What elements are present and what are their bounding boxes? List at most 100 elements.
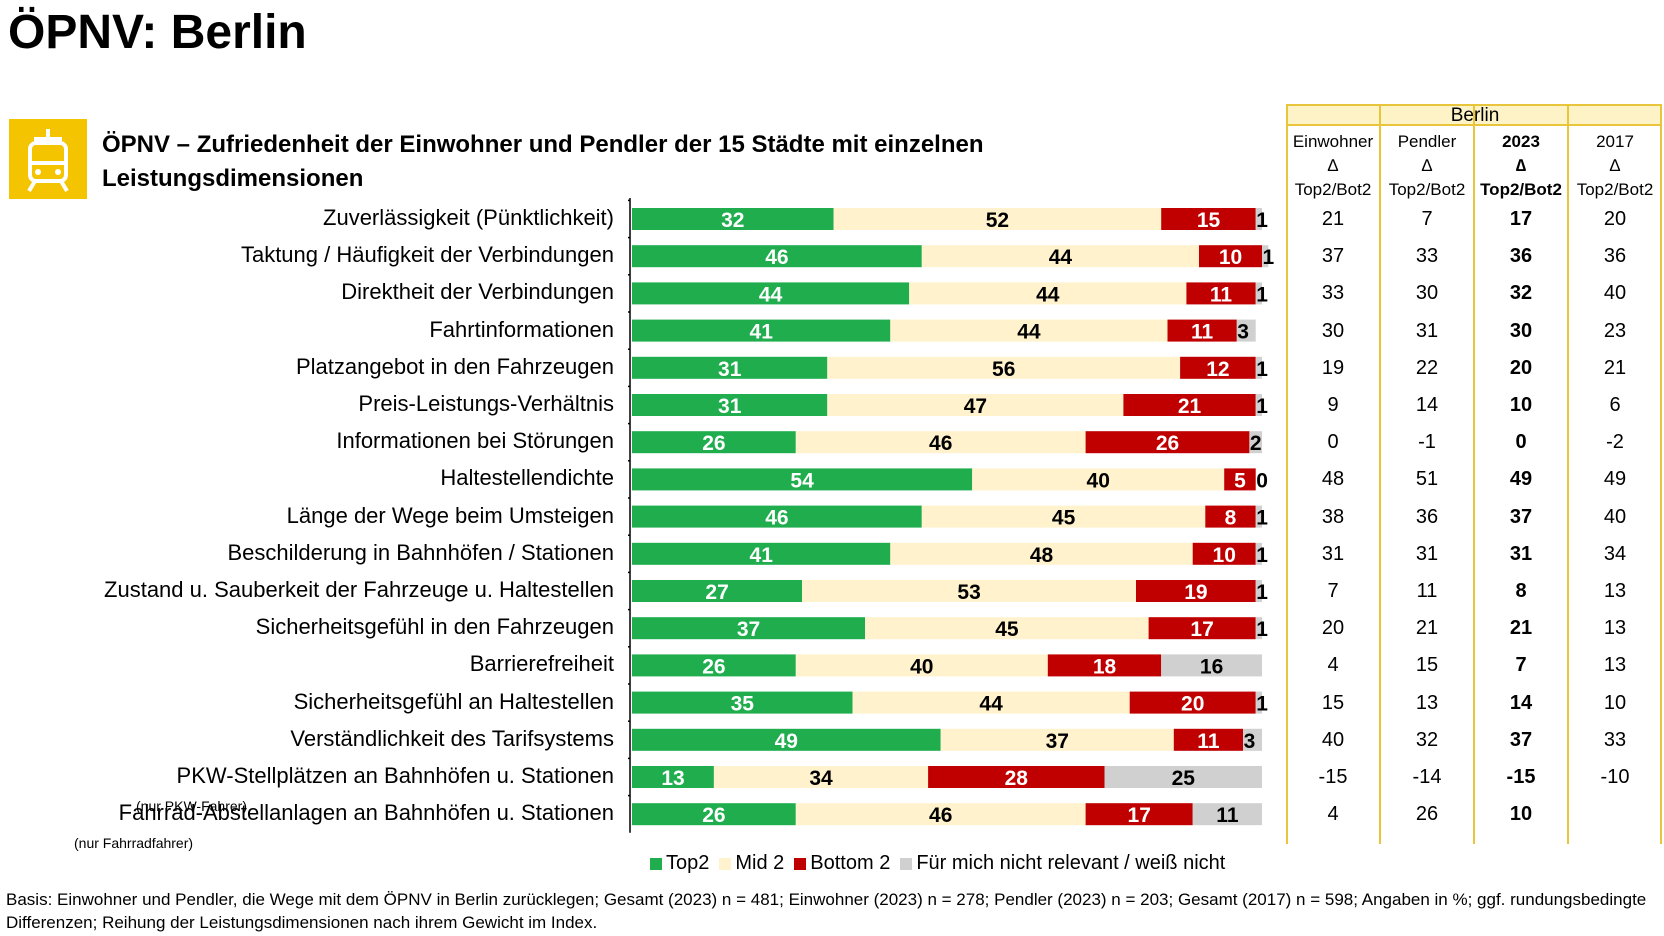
bar-value-label: 13 <box>661 767 684 790</box>
table-cell: 4 <box>1327 803 1339 826</box>
bar-value-label: 17 <box>1190 618 1213 641</box>
legend-swatch <box>650 857 662 870</box>
table-cell: 19 <box>1321 356 1345 379</box>
table-cell: 33 <box>1415 245 1439 268</box>
bar-value-label: 0 <box>1256 469 1268 492</box>
table-cell: 23 <box>1603 319 1627 342</box>
bar-value-label: 3 <box>1244 730 1256 753</box>
bar-segment-top2 <box>632 245 922 268</box>
bar-value-label: 18 <box>1093 655 1117 678</box>
table-cell: 48 <box>1321 468 1345 491</box>
bar-value-label: 1 <box>1256 395 1268 418</box>
table-cell: 17 <box>1509 208 1533 230</box>
bar-segment-fr <box>1236 319 1256 342</box>
bar-value-label: 20 <box>1181 693 1204 716</box>
bar-value-label: 25 <box>1172 767 1196 790</box>
table-cell: 26 <box>1415 803 1439 826</box>
table-cell: 30 <box>1321 319 1345 342</box>
table-cell: 0 <box>1515 431 1527 454</box>
bar-segment-mid <box>972 468 1225 491</box>
table-cell: 7 <box>1327 580 1339 602</box>
bar-value-label: 8 <box>1225 507 1237 530</box>
bar-value-label: 27 <box>705 581 728 604</box>
bar-value-label: 40 <box>1087 469 1110 492</box>
bar-segment-bottom <box>1136 580 1256 602</box>
bar-segment-top2 <box>632 208 834 230</box>
bar-value-label: 16 <box>1200 655 1223 678</box>
bar-value-label: 5 <box>1234 469 1246 492</box>
table-cell: -10 <box>1600 766 1630 788</box>
bar-value-label: 11 <box>1216 804 1239 827</box>
table-cell: 40 <box>1603 282 1627 305</box>
table-cell: 49 <box>1509 468 1533 491</box>
table-cell: 4 <box>1327 654 1339 677</box>
bar-segment-bottom <box>1148 617 1256 640</box>
table-cell: 13 <box>1415 691 1439 714</box>
bar-segment-top2 <box>632 319 891 342</box>
table-cell: 30 <box>1415 282 1439 305</box>
bar-segment-fr <box>1255 394 1262 416</box>
table-cell: 51 <box>1415 468 1439 491</box>
bar-segment-mid <box>827 356 1181 379</box>
page-title: ÖPNV: Berlin <box>8 6 307 59</box>
bar-segment-mid <box>890 319 1168 342</box>
bar-segment-fr <box>1249 431 1262 454</box>
bar-value-label: 44 <box>1017 321 1041 344</box>
bar-segment-mid <box>827 394 1124 416</box>
category-label: Haltestellendichte <box>440 465 614 491</box>
bar-value-label: 46 <box>929 804 952 827</box>
bar-value-label: 45 <box>995 618 1019 641</box>
table-column-divider <box>1473 104 1475 844</box>
category-label: Fahrrad-Abstellanlagen an Bahnhöfen u. S… <box>118 800 614 826</box>
bar-value-label: 26 <box>702 432 725 455</box>
table-cell: 20 <box>1509 356 1533 379</box>
bar-value-label: 1 <box>1256 693 1268 716</box>
category-label: Preis-Leistungs-Verhältnis <box>358 391 614 416</box>
chart-legend: Top2 Mid 2 Bottom 2 Für mich nicht relevant… <box>650 852 1225 875</box>
table-cell: 33 <box>1603 728 1627 751</box>
bar-segment-bottom <box>1224 468 1256 491</box>
table-cell: 32 <box>1415 728 1439 751</box>
table-cell: 36 <box>1509 245 1533 268</box>
bar-value-label: 1 <box>1256 618 1268 641</box>
bar-segment-mid <box>795 431 1086 454</box>
table-cell: 31 <box>1509 542 1533 565</box>
bar-value-label: 49 <box>775 730 798 753</box>
bar-segment-bottom <box>1085 803 1193 826</box>
bar-segment-bottom <box>1199 245 1262 268</box>
bar-segment-top2 <box>632 691 853 714</box>
tram-icon <box>9 119 87 199</box>
table-cell: 31 <box>1321 542 1345 565</box>
bar-value-label: 40 <box>910 655 933 678</box>
bar-segment-mid <box>940 728 1174 751</box>
category-label: Beschilderung in Bahnhöfen / Stationen <box>227 539 614 565</box>
bar-value-label: 26 <box>1156 432 1179 455</box>
table-column-divider <box>1660 104 1662 844</box>
table-cell: 31 <box>1415 542 1439 565</box>
bar-value-label: 44 <box>759 283 783 306</box>
bar-value-label: 1 <box>1256 507 1268 530</box>
table-cell: -14 <box>1412 766 1442 788</box>
bar-value-label: 54 <box>790 469 814 492</box>
table-cell: 21 <box>1603 356 1627 379</box>
bar-value-label: 26 <box>702 655 725 678</box>
bar-segment-fr <box>1255 691 1262 714</box>
table-column-header: 2023 ∆ Top2/Bot2 <box>1480 132 1562 199</box>
bar-segment-fr <box>1104 766 1262 788</box>
bar-value-label: 2 <box>1250 432 1262 455</box>
table-cell: 0 <box>1327 431 1339 454</box>
bar-segment-fr <box>1262 245 1269 268</box>
category-note: (nur Fahrradfahrer) <box>74 835 194 851</box>
bar-segment-mid <box>921 245 1199 268</box>
table-cell: 32 <box>1509 282 1533 305</box>
table-column-header: 2017 ∆ Top2/Bot2 <box>1576 132 1654 199</box>
bar-value-label: 1 <box>1256 209 1268 232</box>
bar-value-label: 1 <box>1256 358 1268 381</box>
bar-value-label: 31 <box>718 358 742 381</box>
bar-segment-bottom <box>1205 505 1256 528</box>
footnote: Basis: Einwohner und Pendler, die Wege m… <box>6 888 1664 934</box>
bar-value-label: 11 <box>1210 283 1233 306</box>
bar-value-label: 12 <box>1206 358 1229 381</box>
table-cell: 13 <box>1603 617 1627 640</box>
bar-segment-mid <box>865 617 1149 640</box>
